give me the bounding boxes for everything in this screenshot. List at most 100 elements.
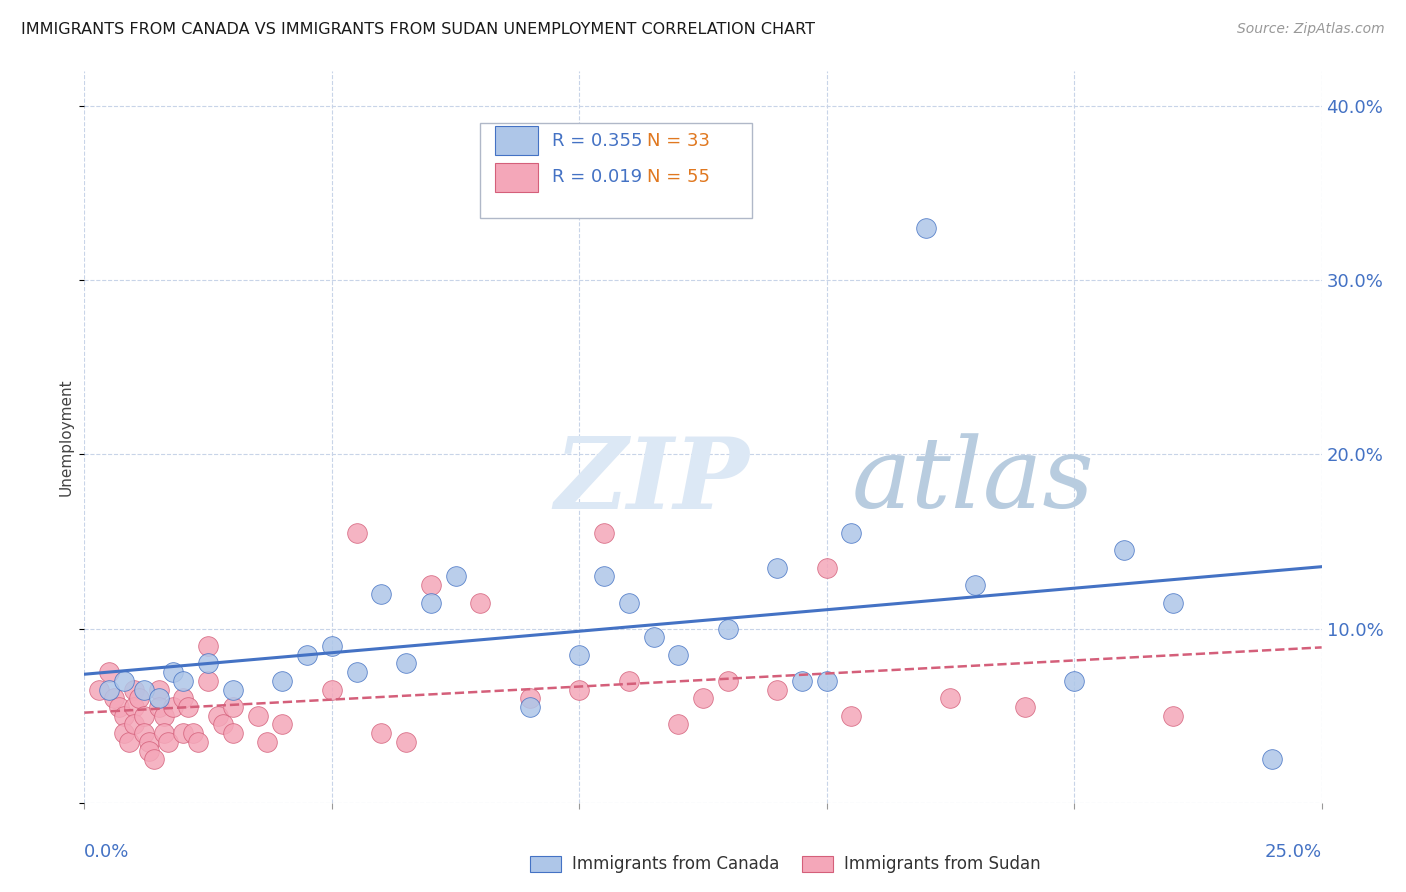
Point [271, 673, 294, 688]
Point [666, 717, 689, 731]
Point [717, 673, 740, 688]
Point [519, 700, 541, 714]
Point [1161, 595, 1184, 609]
Point [617, 595, 640, 609]
Bar [495, 162, 538, 192]
Text: atlas: atlas [852, 434, 1094, 529]
Point [395, 735, 418, 749]
Point [1112, 543, 1135, 558]
Text: 0.0%: 0.0% [84, 843, 129, 861]
Point [666, 648, 689, 662]
Point [197, 673, 219, 688]
Point [112, 726, 135, 740]
Point [148, 700, 170, 714]
Point [321, 639, 343, 653]
Point [1261, 752, 1284, 766]
Point [112, 708, 135, 723]
Point [568, 648, 591, 662]
Point [157, 735, 180, 749]
Point [222, 700, 245, 714]
Point [1161, 708, 1184, 723]
Point [148, 691, 170, 706]
Point [207, 708, 229, 723]
Point [172, 673, 194, 688]
Point [108, 700, 131, 714]
Text: 25.0%: 25.0% [1264, 843, 1322, 861]
Point [222, 726, 245, 740]
FancyBboxPatch shape [481, 122, 752, 218]
Point [593, 525, 616, 540]
Point [152, 726, 174, 740]
Point [395, 657, 418, 671]
Point [197, 639, 219, 653]
Point [766, 682, 789, 697]
Point [419, 578, 441, 592]
Point [568, 682, 591, 697]
Point [212, 717, 235, 731]
Point [470, 595, 492, 609]
Point [98, 665, 121, 680]
Point [138, 735, 160, 749]
Point [132, 682, 155, 697]
Point [815, 560, 838, 574]
Point [519, 691, 541, 706]
Point [172, 726, 194, 740]
Point [841, 708, 863, 723]
Point [122, 717, 145, 731]
Text: N = 33: N = 33 [647, 132, 710, 150]
Point [271, 717, 294, 731]
Point [98, 682, 121, 697]
Point [370, 726, 392, 740]
Point [162, 665, 184, 680]
Point [132, 708, 155, 723]
Text: IMMIGRANTS FROM CANADA VS IMMIGRANTS FROM SUDAN UNEMPLOYMENT CORRELATION CHART: IMMIGRANTS FROM CANADA VS IMMIGRANTS FRO… [21, 22, 815, 37]
Point [103, 691, 125, 706]
Point [295, 648, 318, 662]
Point [152, 708, 174, 723]
Bar [530, 856, 561, 872]
Text: R = 0.019: R = 0.019 [553, 169, 643, 186]
Text: Source: ZipAtlas.com: Source: ZipAtlas.com [1237, 22, 1385, 37]
Point [370, 587, 392, 601]
Point [142, 752, 165, 766]
Point [177, 700, 200, 714]
Point [122, 682, 145, 697]
Bar [801, 856, 832, 872]
Point [766, 560, 789, 574]
Point [419, 595, 441, 609]
Point [1063, 673, 1085, 688]
Text: N = 55: N = 55 [647, 169, 710, 186]
Point [346, 525, 368, 540]
Point [162, 700, 184, 714]
Point [593, 569, 616, 583]
Point [181, 726, 204, 740]
Point [138, 743, 160, 757]
Text: Immigrants from Sudan: Immigrants from Sudan [844, 855, 1040, 873]
Point [132, 726, 155, 740]
Text: ZIP: ZIP [554, 433, 749, 529]
Point [197, 657, 219, 671]
Y-axis label: Unemployment: Unemployment [59, 378, 73, 496]
Point [128, 691, 150, 706]
Point [172, 691, 194, 706]
Point [112, 673, 135, 688]
Point [643, 631, 665, 645]
Point [187, 735, 209, 749]
Point [717, 622, 740, 636]
Point [914, 221, 936, 235]
Point [89, 682, 111, 697]
Point [1014, 700, 1036, 714]
Point [444, 569, 467, 583]
Point [222, 682, 245, 697]
Point [256, 735, 278, 749]
Point [790, 673, 813, 688]
Point [321, 682, 343, 697]
Text: Immigrants from Canada: Immigrants from Canada [572, 855, 779, 873]
Point [346, 665, 368, 680]
Bar [495, 126, 538, 155]
Point [692, 691, 714, 706]
Point [246, 708, 269, 723]
Point [841, 525, 863, 540]
Point [939, 691, 962, 706]
Text: R = 0.355: R = 0.355 [553, 132, 643, 150]
